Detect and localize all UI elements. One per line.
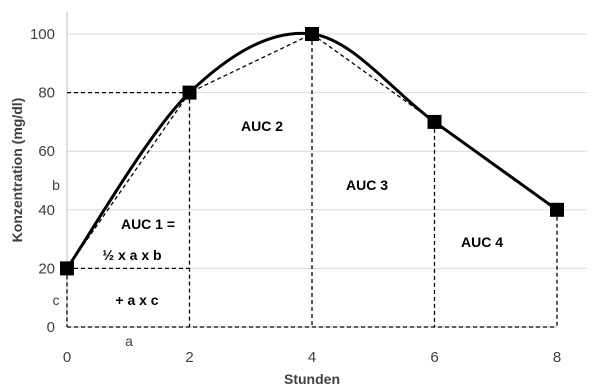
y-tick-label: 40 — [38, 202, 55, 219]
auc1-label-line3: + a x c — [115, 292, 158, 308]
label-a: a — [125, 333, 133, 349]
auc1-label-line1: AUC 1 = — [121, 216, 175, 232]
y-tick-label: 20 — [38, 260, 55, 277]
x-tick-label: 6 — [430, 349, 438, 366]
auc1-label-line2: ½ x a x b — [102, 247, 161, 263]
data-point-marker — [182, 85, 197, 100]
x-tick-label: 4 — [308, 349, 316, 366]
data-point-marker — [427, 114, 442, 129]
auc4-label: AUC 4 — [461, 234, 503, 250]
x-axis-title: Stunden — [284, 371, 340, 387]
data-point-marker — [305, 27, 319, 41]
y-tick-labels: 0 20 40 60 80 100 — [30, 26, 55, 336]
x-tick-label: 0 — [63, 349, 71, 366]
y-tick-label: 100 — [30, 26, 55, 43]
y-tick-label: 0 — [47, 319, 55, 336]
label-b: b — [52, 177, 60, 193]
gridlines — [67, 33, 587, 269]
data-markers — [60, 27, 564, 276]
label-c: c — [53, 292, 60, 308]
x-tick-label: 2 — [185, 349, 193, 366]
data-point-marker — [550, 202, 564, 217]
auc3-label: AUC 3 — [346, 177, 388, 193]
y-tick-label: 60 — [38, 143, 55, 160]
auc2-label: AUC 2 — [241, 118, 283, 134]
auc-dashed-guides — [66, 34, 558, 328]
x-tick-labels: 0 2 4 6 8 — [63, 349, 561, 366]
y-axis-title: Konzentration (mg/dl) — [9, 98, 25, 243]
y-tick-label: 80 — [38, 85, 55, 102]
x-tick-label: 8 — [553, 349, 561, 366]
data-point-marker — [60, 261, 74, 276]
